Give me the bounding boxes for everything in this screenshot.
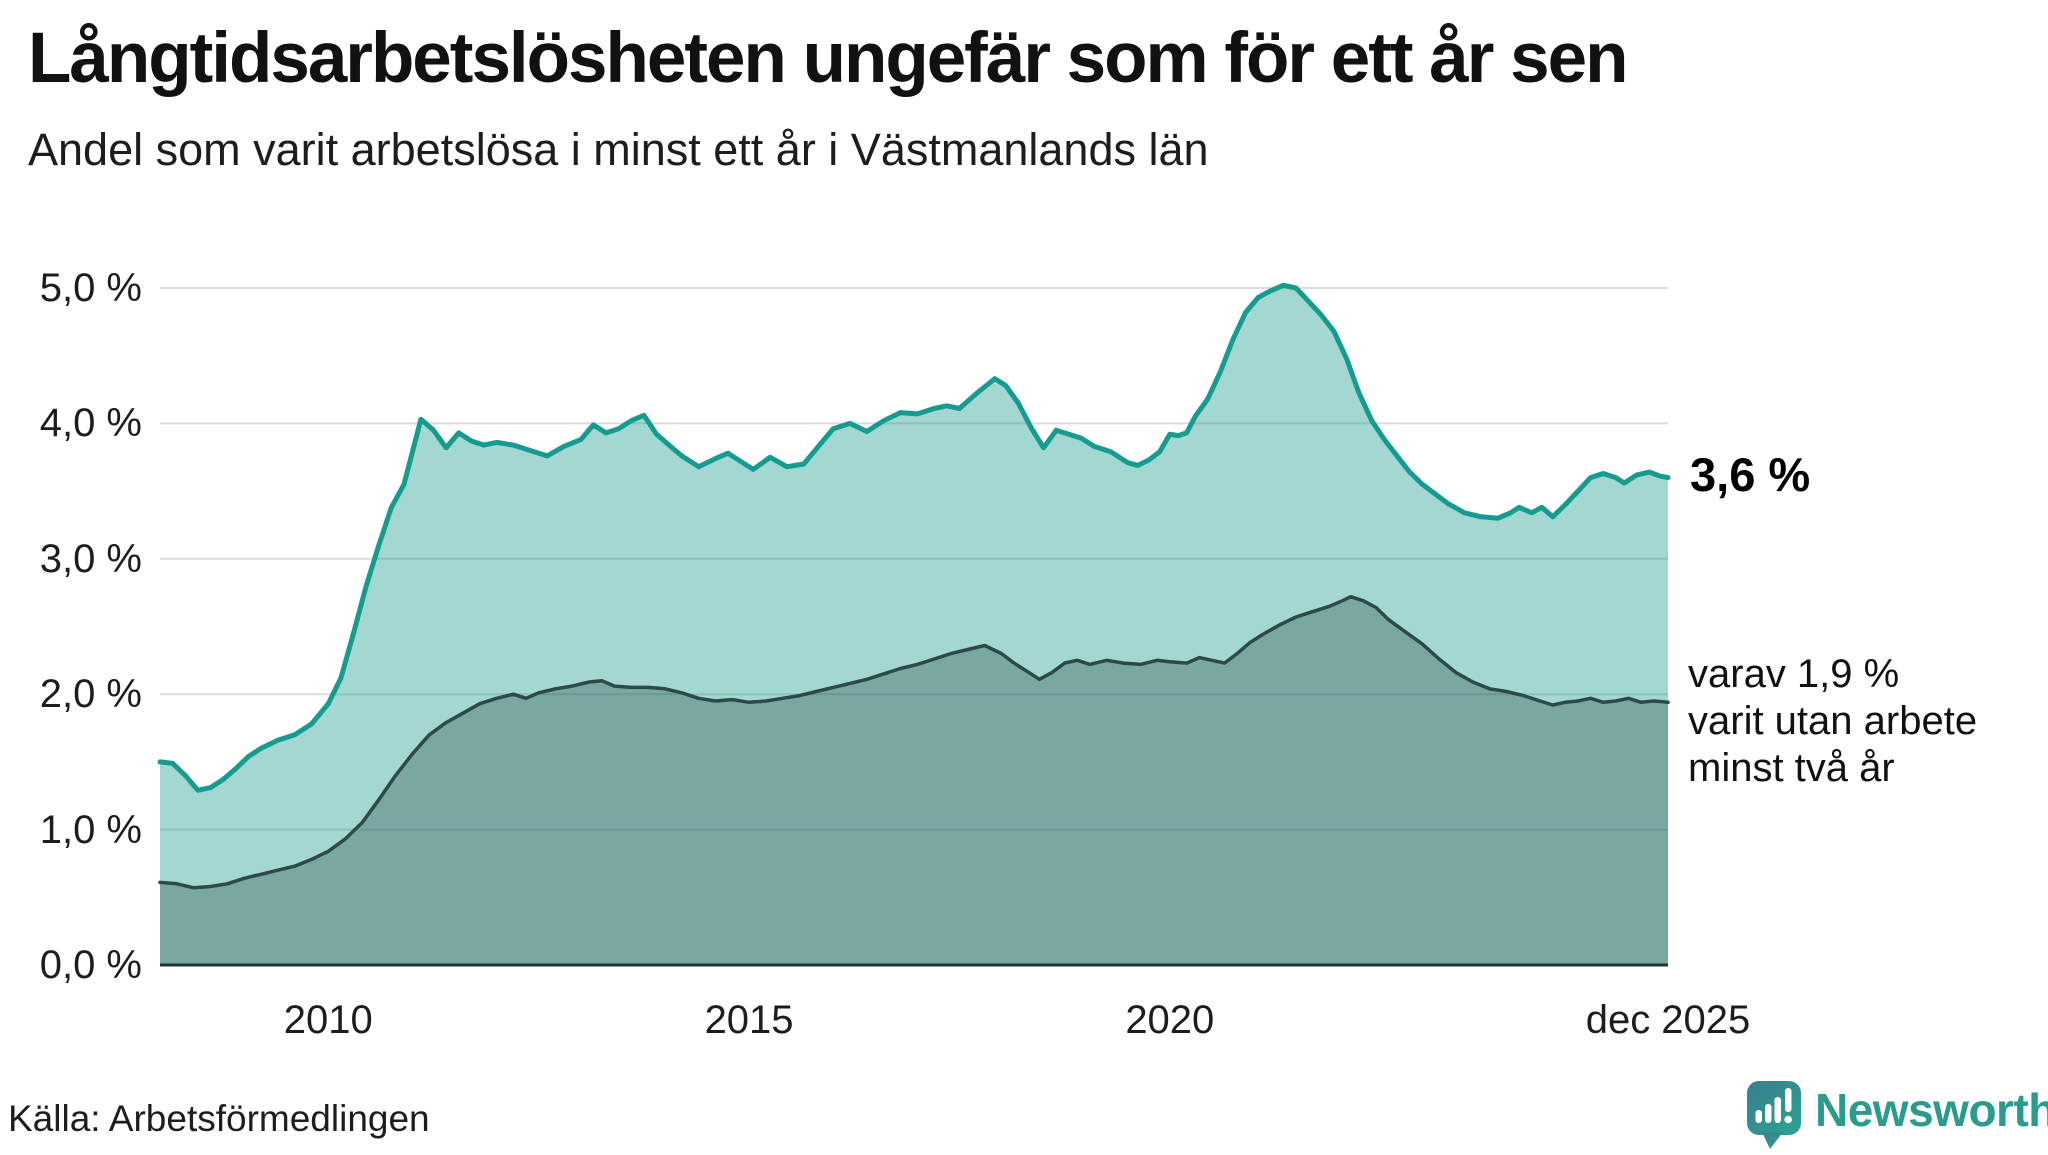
annotation-line: minst två år xyxy=(1688,745,1895,790)
newsworthy-logo-icon xyxy=(1746,1080,1802,1155)
y-tick-label: 3,0 % xyxy=(39,536,142,581)
series-two-years-line xyxy=(158,594,1670,890)
annotation-line: varit utan arbete xyxy=(1688,698,1978,743)
x-tick-label: 2010 xyxy=(283,998,373,1042)
y-tick-label: 0,0 % xyxy=(39,943,142,987)
page-title: Långtidsarbetslösheten ungefär som för e… xyxy=(28,19,1628,98)
source-credit: Källa: Arbetsförmedlingen xyxy=(8,1098,430,1139)
series-total-end-value-label: 3,6 % xyxy=(1690,447,1811,501)
series-two-years-annotation: varav 1,9 % varit utan arbete minst två … xyxy=(1688,651,1977,792)
newsworthy-logo[interactable]: Newsworthy xyxy=(1746,1080,2048,1155)
annotation-line: varav 1,9 % xyxy=(1688,651,1900,696)
y-tick-label: 2,0 % xyxy=(39,672,142,717)
y-tick-label: 5,0 % xyxy=(39,266,142,310)
newsworthy-logo-text: Newsworthy xyxy=(1815,1084,2048,1136)
y-tick-label: 1,0 % xyxy=(39,807,142,852)
x-tick-label: 2020 xyxy=(1125,998,1215,1042)
series-total-line xyxy=(157,282,1671,793)
y-tick-label: 4,0 % xyxy=(39,401,142,446)
x-tick-label: 2015 xyxy=(704,998,794,1042)
page-subtitle: Andel som varit arbetslösa i minst ett å… xyxy=(28,124,1209,175)
series-two-years-area xyxy=(160,596,1668,965)
x-tick-label: dec 2025 xyxy=(1585,998,1751,1042)
